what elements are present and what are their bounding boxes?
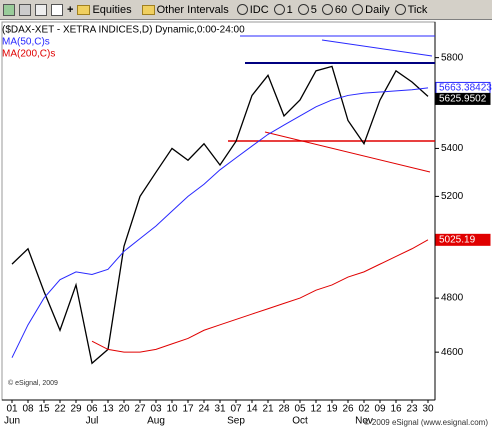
month-label: Sep — [227, 416, 245, 427]
trendline — [321, 39, 433, 57]
month-label: Jun — [4, 416, 20, 427]
toolbar: + Equities Other Intervals IDC 1 5 60 Daily T… — [0, 0, 492, 20]
x-tick-label: 31 — [214, 404, 226, 415]
x-tick-label: 08 — [22, 404, 34, 415]
y-tick-label: 4800 — [441, 293, 464, 304]
x-tick-label: 06 — [86, 404, 98, 415]
label: Tick — [407, 3, 428, 16]
x-tick-label: 29 — [70, 404, 82, 415]
legend-entry: MA(200,C)s — [2, 49, 55, 60]
month-label: Nov — [355, 416, 373, 427]
icon[interactable] — [19, 3, 31, 16]
interval-button[interactable]: Tick — [394, 3, 428, 16]
month-label: Jul — [86, 416, 99, 427]
value-tag-label: 5625.9502 — [439, 94, 487, 105]
interval-buttons: IDC 1 5 60 Daily Tick — [236, 3, 428, 16]
x-tick-label: 13 — [102, 404, 114, 415]
label: 60 — [334, 3, 348, 16]
x-tick-label: 09 — [374, 404, 386, 415]
x-tick-label: 10 — [166, 404, 178, 415]
label: Other Intervals — [156, 3, 229, 16]
icon[interactable] — [35, 3, 47, 16]
interval-button[interactable]: 1 — [273, 3, 293, 16]
month-label: Oct — [292, 416, 308, 427]
x-tick-label: 16 — [390, 404, 402, 415]
series-line — [91, 239, 429, 353]
chart: ($DAX-XET - XETRA INDICES,D) Dynamic,0:0… — [1, 21, 492, 427]
x-tick-label: 17 — [182, 404, 194, 415]
interval-button[interactable]: Daily — [352, 3, 390, 16]
value-tag-label: 5025.19 — [439, 234, 476, 245]
plus[interactable]: + — [67, 3, 74, 16]
interval-button[interactable]: 60 — [321, 3, 348, 16]
label: 5 — [310, 3, 317, 16]
value-tag — [435, 233, 491, 246]
x-tick-label: 26 — [342, 404, 354, 415]
label: 1 — [286, 3, 293, 16]
x-tick-label: 15 — [38, 404, 50, 415]
x-tick-label: 27 — [134, 404, 146, 415]
x-tick-label: 28 — [278, 404, 290, 415]
y-tick-label: 5200 — [441, 191, 464, 202]
interval-button[interactable]: 5 — [297, 3, 317, 16]
equities-menu[interactable]: Equities — [77, 3, 132, 16]
x-tick-label: 19 — [326, 404, 338, 415]
x-tick-label: 30 — [422, 404, 434, 415]
x-tick-label: 01 — [6, 404, 18, 415]
month-label: Aug — [147, 416, 165, 427]
y-tick-label: 4600 — [441, 347, 464, 358]
x-tick-label: 21 — [262, 404, 274, 415]
intervals-menu[interactable]: Other Intervals — [141, 3, 229, 16]
trendline — [264, 131, 431, 173]
y-tick-label: 5400 — [441, 143, 464, 154]
credit: © eSignal, 2009 — [8, 379, 58, 387]
x-tick-label: 12 — [310, 404, 322, 415]
icon[interactable] — [3, 3, 15, 16]
x-tick-label: 05 — [294, 404, 306, 415]
chart-title: ($DAX-XET - XETRA INDICES,D) Dynamic,0:0… — [2, 25, 245, 36]
label: Equities — [92, 3, 132, 16]
series-line — [11, 87, 429, 358]
label: Daily — [365, 3, 390, 16]
x-tick-label: 23 — [406, 404, 418, 415]
icon[interactable] — [51, 3, 63, 16]
x-tick-label: 24 — [198, 404, 210, 415]
value-tag — [435, 92, 491, 105]
x-tick-label: 03 — [150, 404, 162, 415]
label: IDC — [249, 3, 269, 16]
legend-entry: MA(50,C)s — [2, 37, 50, 48]
y-tick-label: 5800 — [441, 52, 464, 63]
x-tick-label: 14 — [246, 404, 258, 415]
credit: © 2009 eSignal (www.esignal.com) — [364, 418, 489, 427]
x-tick-label: 20 — [118, 404, 130, 415]
series-line — [11, 65, 429, 365]
interval-button[interactable]: IDC — [236, 3, 269, 16]
x-tick-label: 02 — [358, 404, 370, 415]
x-tick-label: 07 — [230, 404, 242, 415]
value-tag-label: 5663.38423 — [439, 83, 492, 94]
plot-frame — [1, 21, 436, 401]
x-tick-label: 22 — [54, 404, 66, 415]
